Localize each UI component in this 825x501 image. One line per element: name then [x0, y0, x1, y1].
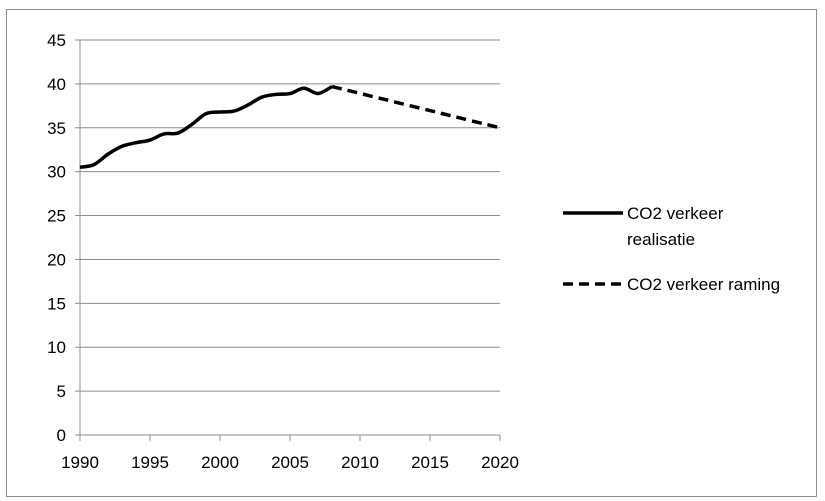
y-tick-label-15: 15 — [47, 294, 66, 313]
gridlines — [80, 39, 500, 392]
axes — [75, 39, 501, 441]
x-tick-label-1995: 1995 — [131, 453, 169, 472]
y-tick-label-40: 40 — [47, 75, 66, 94]
series-line-raming — [331, 84, 501, 130]
y-tick-label-5: 5 — [57, 382, 66, 401]
y-tick-label-25: 25 — [47, 207, 66, 226]
y-tick-labels: 0 5 10 15 20 25 30 35 40 45 — [47, 31, 66, 445]
legend: CO2 verkeer realisatie CO2 verkeer raming — [563, 204, 780, 294]
series-line-realisatie — [79, 84, 333, 170]
x-tick-labels: 1990 1995 2000 2005 2010 2015 2020 — [61, 453, 519, 472]
legend-label-raming: CO2 verkeer raming — [627, 275, 780, 294]
x-tick-label-2020: 2020 — [481, 453, 519, 472]
series-lines — [79, 84, 501, 170]
x-tick-label-1990: 1990 — [61, 453, 99, 472]
y-tick-label-30: 30 — [47, 163, 66, 182]
x-tick-label-2000: 2000 — [201, 453, 239, 472]
y-tick-label-10: 10 — [47, 338, 66, 357]
x-tick-label-2005: 2005 — [271, 453, 309, 472]
y-tick-label-35: 35 — [47, 119, 66, 138]
y-tick-label-0: 0 — [57, 426, 66, 445]
x-tick-label-2015: 2015 — [411, 453, 449, 472]
y-tick-label-20: 20 — [47, 250, 66, 269]
legend-label-realisatie: CO2 verkeer realisatie — [627, 204, 724, 249]
x-tick-label-2010: 2010 — [341, 453, 379, 472]
chart-frame — [6, 9, 817, 497]
y-tick-label-45: 45 — [47, 31, 66, 50]
